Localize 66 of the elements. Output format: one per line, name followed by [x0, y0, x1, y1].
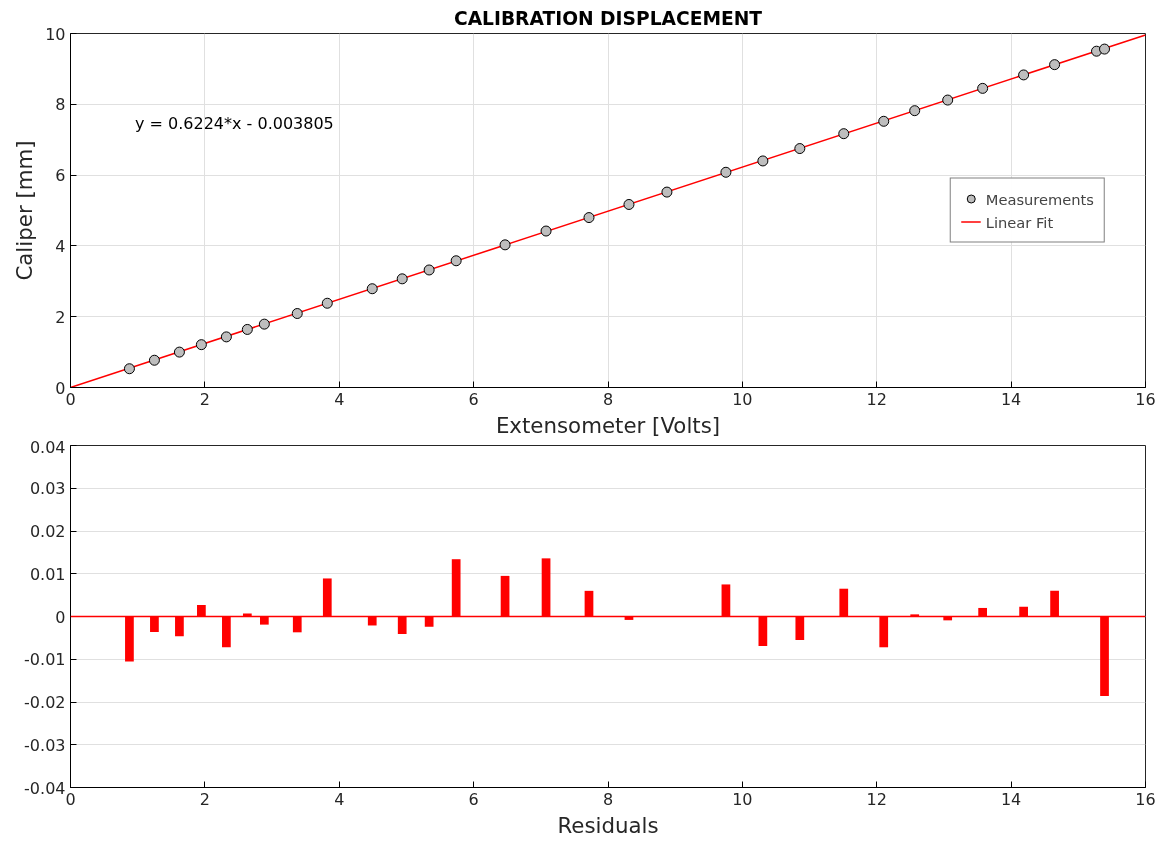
point — [623, 198, 635, 210]
point — [878, 115, 890, 127]
y-tick-label: 0.01 — [29, 564, 66, 584]
y-tick-label: -0.01 — [24, 650, 66, 670]
x-tick-label: 6 — [468, 389, 479, 409]
y-tick-label: 0.02 — [29, 522, 66, 541]
point — [1049, 59, 1061, 71]
x-axis-title: Residuals — [557, 812, 659, 838]
x-tick-label: 12 — [866, 389, 887, 409]
y-tick-label: -0.03 — [24, 735, 66, 755]
point — [838, 128, 850, 140]
point — [321, 297, 333, 309]
point — [583, 212, 595, 224]
point — [450, 255, 462, 267]
point — [720, 166, 732, 178]
x-tick-label: 16 — [1135, 389, 1156, 409]
point — [241, 323, 253, 335]
x-tick-label: 8 — [602, 389, 614, 409]
x-tick-label: 4 — [334, 789, 345, 809]
point — [1099, 43, 1111, 55]
y-tick-label: 10 — [45, 24, 66, 44]
point — [757, 155, 769, 167]
y-tick-label: -0.02 — [24, 693, 66, 712]
y-tick-label: 0.03 — [29, 479, 66, 499]
y-tick-label: -0.04 — [24, 778, 66, 798]
x-tick-label: 10 — [732, 389, 753, 409]
y-axis-title: Caliper [mm] — [12, 140, 38, 281]
point — [148, 354, 160, 366]
point — [258, 318, 270, 330]
point — [909, 105, 921, 117]
point — [977, 82, 989, 94]
point — [366, 283, 378, 295]
chart-title: CALIBRATION DISPLACEMENT — [453, 7, 763, 29]
point — [173, 346, 185, 358]
point — [396, 273, 408, 285]
x-tick-label: 2 — [199, 389, 210, 409]
y-tick-label: 6 — [55, 166, 66, 186]
point — [123, 363, 135, 375]
x-tick-label: 14 — [1000, 789, 1022, 809]
x-tick-label: 16 — [1135, 789, 1156, 809]
point — [661, 186, 673, 198]
y-tick-label: 2 — [55, 307, 66, 327]
y-tick-label: 8 — [55, 95, 66, 115]
x-tick-label: 8 — [602, 789, 614, 809]
x-axis-title: Extensometer [Volts] — [495, 412, 721, 438]
point — [1018, 69, 1030, 81]
point — [220, 331, 232, 343]
point — [942, 94, 954, 106]
annotation: y = 0.6224*x - 0.003805 — [135, 113, 334, 133]
y-tick-label: 0.04 — [29, 437, 66, 457]
point — [291, 308, 303, 319]
point — [540, 225, 552, 237]
x-tick-label: 4 — [334, 389, 345, 409]
x-tick-label: 12 — [866, 789, 887, 809]
y-tick-label: 0 — [55, 607, 66, 627]
point — [195, 339, 207, 351]
point — [794, 143, 806, 155]
legend-label: Measurements — [985, 190, 1094, 207]
x-tick-label: 10 — [732, 789, 753, 809]
y-tick-label: 4 — [55, 236, 66, 256]
point — [423, 264, 435, 276]
legend-label: Linear Fit — [985, 213, 1054, 230]
x-tick-label: 14 — [1000, 389, 1022, 409]
x-tick-label: 6 — [468, 789, 479, 809]
x-tick-label: 2 — [199, 789, 210, 809]
point — [499, 239, 511, 251]
